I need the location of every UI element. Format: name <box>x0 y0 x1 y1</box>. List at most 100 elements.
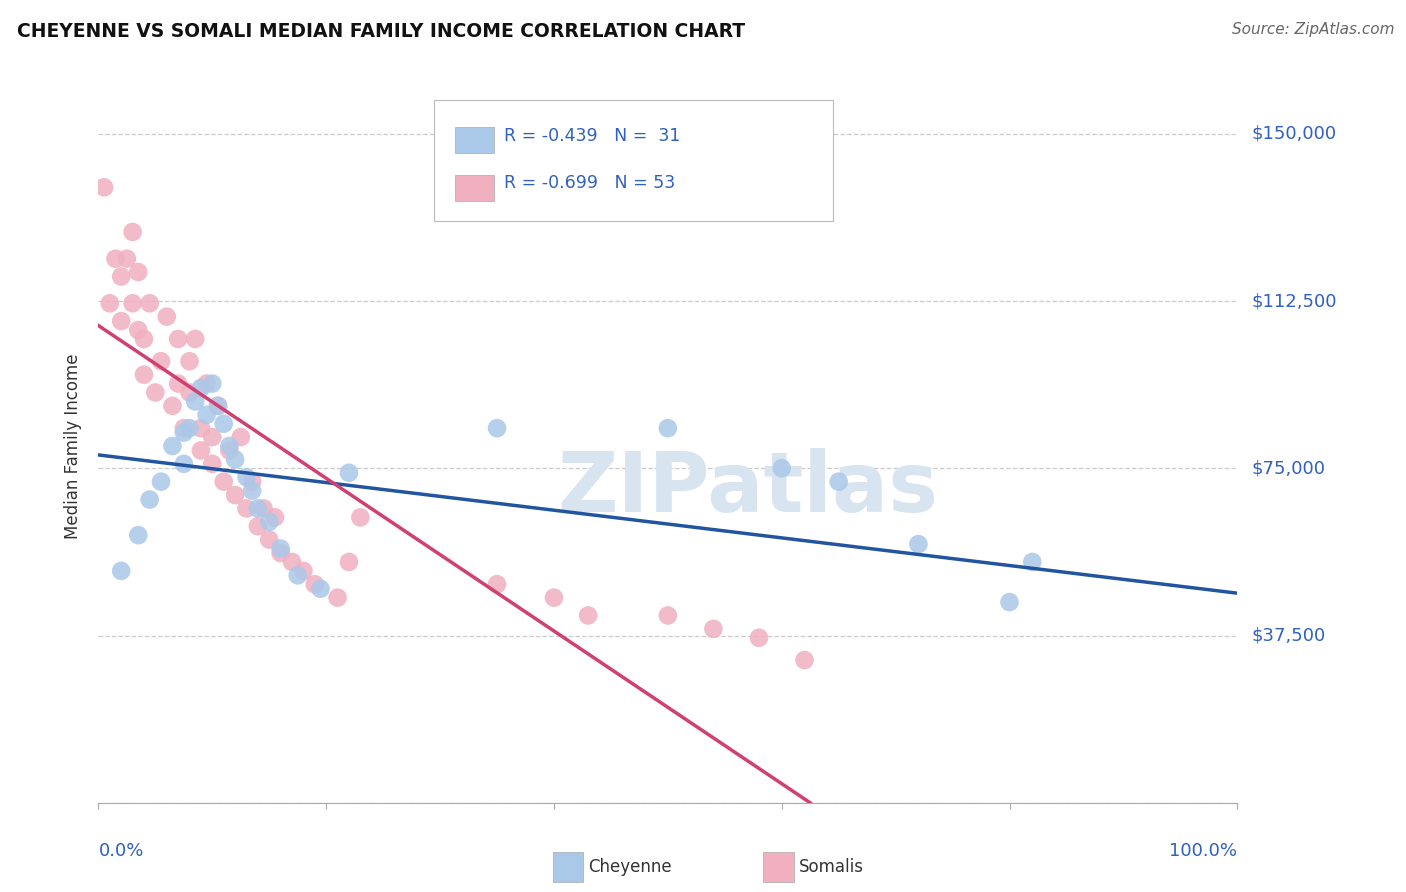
Point <box>657 608 679 623</box>
Point <box>1021 555 1043 569</box>
Text: R = -0.439   N =  31: R = -0.439 N = 31 <box>503 127 681 145</box>
Point <box>127 265 149 279</box>
Point <box>748 631 770 645</box>
Point <box>212 417 235 431</box>
Point <box>162 399 184 413</box>
Point <box>173 425 195 440</box>
Point <box>110 564 132 578</box>
Point <box>179 385 201 400</box>
Point <box>349 510 371 524</box>
Point <box>184 394 207 409</box>
Point <box>235 501 257 516</box>
Point <box>184 332 207 346</box>
Point <box>173 421 195 435</box>
Point <box>132 332 155 346</box>
Point <box>201 430 224 444</box>
Point <box>195 376 218 391</box>
Point <box>326 591 349 605</box>
Point <box>150 354 173 368</box>
Text: Cheyenne: Cheyenne <box>588 858 671 876</box>
Point <box>173 457 195 471</box>
Point <box>543 591 565 605</box>
Point <box>190 421 212 435</box>
Point <box>167 332 190 346</box>
Point <box>264 510 287 524</box>
Point <box>104 252 127 266</box>
Text: Source: ZipAtlas.com: Source: ZipAtlas.com <box>1232 22 1395 37</box>
Point <box>770 461 793 475</box>
Point <box>98 296 121 310</box>
Point <box>281 555 304 569</box>
Point <box>138 296 160 310</box>
Point <box>998 595 1021 609</box>
Point <box>162 439 184 453</box>
Point <box>793 653 815 667</box>
FancyBboxPatch shape <box>434 100 832 221</box>
Text: 0.0%: 0.0% <box>98 842 143 860</box>
Point <box>127 528 149 542</box>
Text: R = -0.699   N = 53: R = -0.699 N = 53 <box>503 175 675 193</box>
Point <box>270 541 292 556</box>
Text: Somalis: Somalis <box>799 858 863 876</box>
Point <box>121 296 143 310</box>
Point <box>195 408 218 422</box>
Point <box>156 310 179 324</box>
FancyBboxPatch shape <box>456 175 494 202</box>
Point <box>150 475 173 489</box>
Point <box>218 443 240 458</box>
Point <box>657 421 679 435</box>
Point <box>486 421 509 435</box>
Point <box>259 533 281 547</box>
Point <box>207 399 229 413</box>
Text: $75,000: $75,000 <box>1251 459 1326 477</box>
Point <box>259 515 281 529</box>
Point <box>828 475 851 489</box>
Point <box>132 368 155 382</box>
Point <box>127 323 149 337</box>
Point <box>304 577 326 591</box>
Point <box>337 555 360 569</box>
Point <box>218 439 240 453</box>
Point <box>121 225 143 239</box>
Text: $150,000: $150,000 <box>1251 125 1336 143</box>
Point <box>190 443 212 458</box>
Point <box>110 269 132 284</box>
Point <box>224 488 246 502</box>
Point <box>309 582 332 596</box>
Point <box>207 399 229 413</box>
Point <box>292 564 315 578</box>
Point <box>907 537 929 551</box>
Point <box>224 452 246 467</box>
Point <box>702 622 724 636</box>
Text: CHEYENNE VS SOMALI MEDIAN FAMILY INCOME CORRELATION CHART: CHEYENNE VS SOMALI MEDIAN FAMILY INCOME … <box>17 22 745 41</box>
Point <box>201 376 224 391</box>
Point <box>110 314 132 328</box>
Point <box>167 376 190 391</box>
Point <box>287 568 309 582</box>
Point <box>115 252 138 266</box>
Point <box>252 501 274 516</box>
Point <box>486 577 509 591</box>
Point <box>93 180 115 194</box>
Point <box>212 475 235 489</box>
Text: ZIPatlas: ZIPatlas <box>557 449 938 529</box>
Point <box>179 421 201 435</box>
Point <box>201 457 224 471</box>
Point <box>270 546 292 560</box>
Point <box>246 501 269 516</box>
Point <box>190 381 212 395</box>
Point <box>145 385 167 400</box>
Point <box>235 470 257 484</box>
Point <box>229 430 252 444</box>
Point <box>179 354 201 368</box>
Text: 100.0%: 100.0% <box>1170 842 1237 860</box>
Y-axis label: Median Family Income: Median Family Income <box>65 353 83 539</box>
Point <box>240 475 263 489</box>
Point <box>576 608 599 623</box>
Point <box>240 483 263 498</box>
Point <box>337 466 360 480</box>
Point <box>138 492 160 507</box>
Point <box>246 519 269 533</box>
Text: $112,500: $112,500 <box>1251 292 1337 310</box>
Text: $37,500: $37,500 <box>1251 626 1326 645</box>
